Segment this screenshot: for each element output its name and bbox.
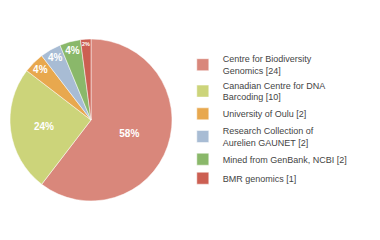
svg-text:4%: 4% xyxy=(48,52,63,63)
svg-text:24%: 24% xyxy=(34,121,54,132)
svg-text:4%: 4% xyxy=(65,45,80,56)
svg-text:Centre for BiodiversityGenomic: Centre for BiodiversityGenomics [24] xyxy=(223,54,312,76)
svg-text:4%: 4% xyxy=(33,64,48,75)
svg-text:Mined from GenBank, NCBI [2]: Mined from GenBank, NCBI [2] xyxy=(223,155,347,165)
svg-text:2%: 2% xyxy=(82,41,90,47)
svg-text:58%: 58% xyxy=(119,128,139,139)
svg-text:Research Collection ofAurelien: Research Collection ofAurelien GAUNET [2… xyxy=(223,126,314,148)
svg-text:BMR genomics [1]: BMR genomics [1] xyxy=(223,174,297,184)
svg-text:Canadian Centre for DNABarcodi: Canadian Centre for DNABarcoding [10] xyxy=(223,81,326,103)
svg-text:University of Oulu [2]: University of Oulu [2] xyxy=(223,109,307,119)
